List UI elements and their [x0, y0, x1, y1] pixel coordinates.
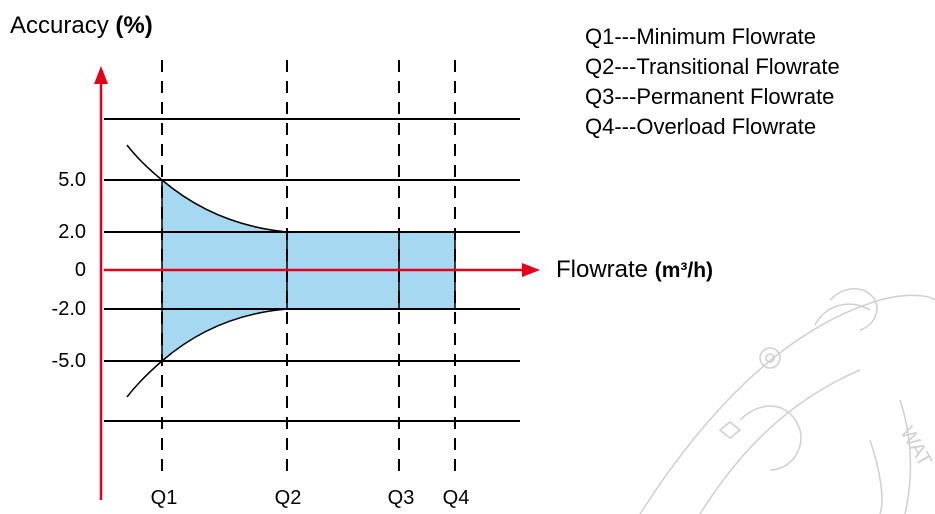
y-tick-label: 2.0: [58, 221, 86, 243]
legend-item: Q4---Overload Flowrate: [585, 114, 817, 139]
chart-title: Accuracy (%): [10, 14, 153, 38]
lower-error-curve: [126, 308, 288, 398]
upper-error-curve: [126, 144, 288, 233]
horizontal-grid: [104, 118, 520, 422]
y-tick-label: -2.0: [51, 298, 86, 320]
water-meter-watermark-icon: WAT: [639, 288, 935, 514]
x-tick-label: Q4: [442, 487, 470, 509]
x-axis-label: Flowrate (m³/h): [556, 258, 713, 282]
svg-text:WAT: WAT: [896, 423, 935, 471]
q-dashed-lines: [161, 60, 456, 478]
legend-item: Q1---Minimum Flowrate: [585, 24, 817, 49]
x-tick-label: Q3: [387, 487, 415, 509]
y-axis-arrow-icon: [94, 66, 108, 84]
y-tick-label: 5.0: [58, 169, 86, 191]
y-tick-label: -5.0: [51, 350, 86, 372]
x-axis-unit: (m³/h): [654, 259, 714, 282]
x-axis-arrow-icon: [522, 263, 540, 277]
legend: Q1---Minimum Flowrate Q2---Transitional …: [585, 22, 840, 142]
title-prefix: Accuracy: [10, 12, 116, 39]
title-unit: (%): [115, 12, 153, 39]
x-tick-label: Q1: [150, 487, 178, 509]
legend-item: Q3---Permanent Flowrate: [585, 84, 835, 109]
y-tick-label: 0: [74, 259, 86, 281]
legend-item: Q2---Transitional Flowrate: [585, 54, 840, 79]
x-tick-label: Q2: [274, 487, 302, 509]
x-axis-label-text: Flowrate: [556, 256, 655, 283]
